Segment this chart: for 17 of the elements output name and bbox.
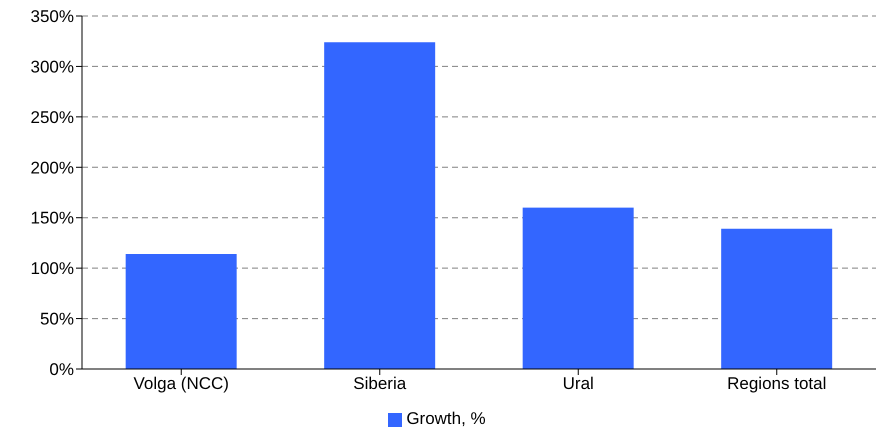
- x-tick-label: Siberia: [353, 374, 407, 394]
- y-tick-label: 250%: [30, 108, 74, 127]
- bar: [126, 254, 237, 369]
- y-tick-label: 350%: [30, 7, 74, 26]
- bar: [324, 42, 436, 369]
- bar: [522, 208, 634, 369]
- y-tick-label: 200%: [30, 158, 74, 178]
- y-tick-label: 0%: [49, 360, 74, 380]
- y-tick-label: 300%: [30, 57, 74, 76]
- y-tick-label: 150%: [30, 208, 74, 228]
- bar: [721, 228, 832, 369]
- x-tick-label: Ural: [562, 374, 594, 394]
- x-tick-label: Regions total: [727, 374, 826, 394]
- y-tick-label: 100%: [30, 259, 74, 278]
- x-tick-label: Volga (NCC): [134, 374, 229, 394]
- legend-label: Growth, %: [406, 409, 486, 428]
- y-tick-label: 50%: [40, 310, 74, 329]
